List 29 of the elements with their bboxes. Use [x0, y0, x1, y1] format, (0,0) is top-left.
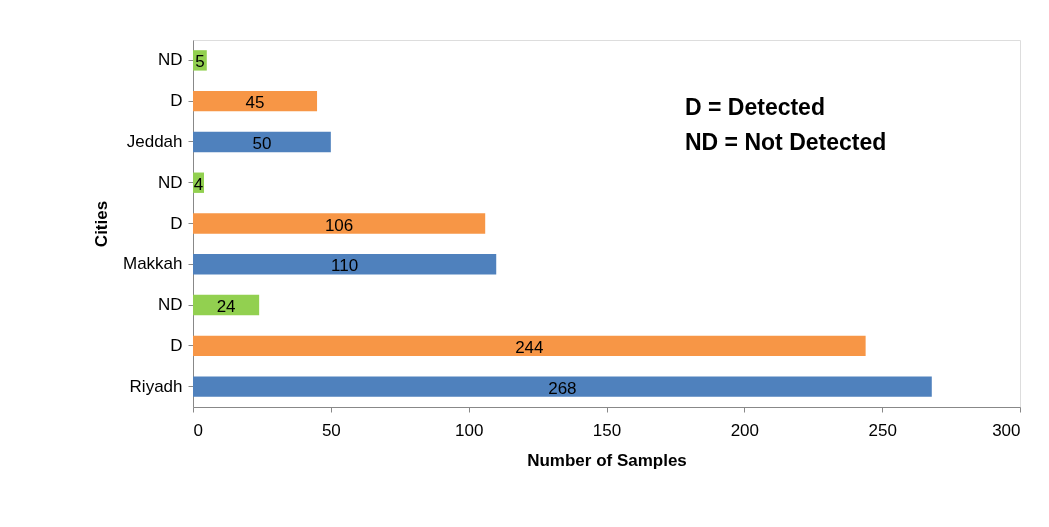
annotation: D = Detected: [685, 94, 825, 120]
x-tick-label: 0: [193, 420, 203, 440]
x-axis-title: Number of Samples: [527, 450, 687, 470]
data-label: 106: [324, 215, 354, 235]
data-label: 4: [193, 174, 204, 194]
y-tick-label: Riyadh: [129, 376, 183, 396]
y-tick-label: ND: [157, 295, 183, 315]
data-label: 5: [195, 52, 205, 72]
data-label: 244: [515, 337, 544, 357]
x-tick-label: 250: [868, 420, 897, 440]
y-tick-label: Jeddah: [126, 131, 183, 151]
y-tick-label: D: [170, 213, 183, 233]
data-label: 268: [548, 378, 577, 398]
y-tick-label: D: [170, 335, 183, 355]
data-label: 45: [245, 93, 265, 113]
y-tick-label: ND: [157, 172, 183, 192]
x-tick-label: 150: [592, 420, 622, 440]
x-tick-label: 100: [454, 420, 484, 440]
data-label: 24: [216, 297, 236, 317]
x-tick-label: 200: [730, 420, 760, 440]
y-axis-title: Cities: [91, 200, 111, 248]
y-tick-label: D: [170, 91, 183, 111]
data-label: 110: [331, 256, 359, 276]
y-tick-label: ND: [157, 50, 183, 70]
data-label: 50: [252, 133, 272, 153]
annotation: ND = Not Detected: [685, 129, 887, 155]
x-tick-label: 300: [992, 420, 1021, 440]
x-tick-label: 50: [321, 420, 341, 440]
y-tick-label: Makkah: [122, 254, 183, 274]
